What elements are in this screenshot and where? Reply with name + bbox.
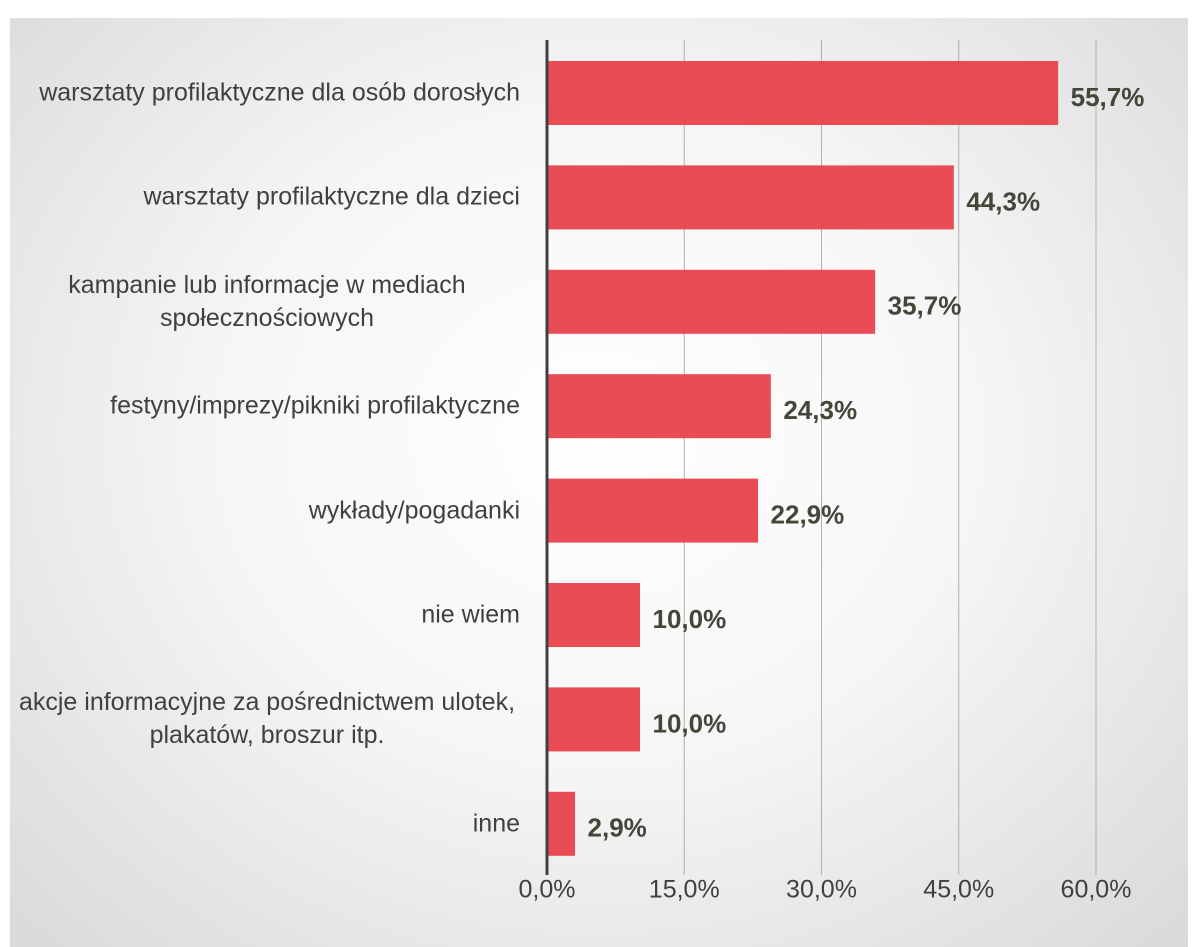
- y-tick-label: akcje informacyjne za pośrednictwem ulot…: [18, 688, 516, 750]
- value-label: 10,0%: [653, 604, 727, 634]
- value-label: 10,0%: [653, 708, 727, 738]
- bar: [548, 165, 954, 230]
- value-label: 35,7%: [888, 291, 962, 321]
- x-tick-label: 30,0%: [786, 876, 857, 904]
- category-label-box: warsztaty profilaktyczne dla osób dorosł…: [14, 77, 520, 110]
- category-label-box: kampanie lub informacje w mediach społec…: [14, 269, 520, 335]
- category-label-box: akcje informacyjne za pośrednictwem ulot…: [14, 686, 520, 752]
- x-tick-label: 0,0%: [519, 876, 576, 904]
- value-label: 22,9%: [771, 499, 845, 529]
- value-label: 55,7%: [1071, 82, 1145, 112]
- category-label-box: festyny/imprezy/pikniki profilaktyczne: [14, 390, 520, 423]
- y-tick-label: nie wiem: [421, 600, 520, 629]
- bar: [548, 61, 1059, 125]
- y-tick-label: warsztaty profilaktyczne dla dzieci: [143, 182, 520, 211]
- bar: [548, 269, 876, 334]
- y-tick-label: kampanie lub informacje w mediach społec…: [68, 270, 466, 332]
- y-tick-label: warsztaty profilaktyczne dla osób dorosł…: [39, 78, 520, 107]
- value-label: 24,3%: [783, 395, 857, 425]
- category-label-box: warsztaty profilaktyczne dla dzieci: [14, 181, 520, 214]
- y-tick-label: inne: [472, 809, 520, 838]
- y-tick-label: festyny/imprezy/pikniki profilaktyczne: [110, 391, 520, 420]
- x-tick-label: 45,0%: [923, 876, 994, 904]
- y-tick-label: wykłady/pogadanki: [308, 496, 520, 525]
- category-label-box: wykłady/pogadanki: [14, 494, 520, 527]
- x-tick-label: 60,0%: [1061, 876, 1132, 904]
- bar: [548, 583, 640, 647]
- bar: [548, 687, 640, 752]
- x-tick-label: 15,0%: [649, 876, 720, 904]
- bar: [548, 791, 576, 856]
- bar: [548, 374, 771, 439]
- category-label-box: nie wiem: [14, 599, 520, 632]
- bar: [548, 478, 759, 543]
- category-label-box: inne: [14, 807, 520, 840]
- value-label: 44,3%: [966, 186, 1040, 216]
- value-label: 2,9%: [588, 813, 647, 843]
